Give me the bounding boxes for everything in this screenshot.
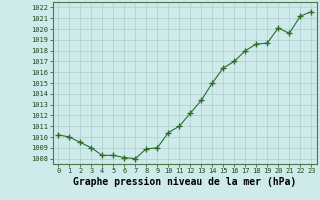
X-axis label: Graphe pression niveau de la mer (hPa): Graphe pression niveau de la mer (hPa) [73, 177, 296, 187]
